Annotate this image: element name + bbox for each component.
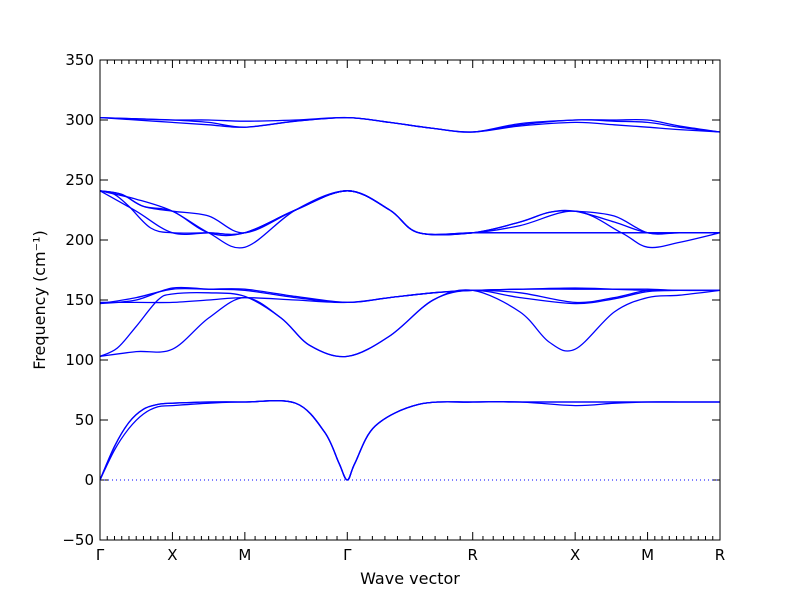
band-line-5 xyxy=(99,289,721,358)
y-tick-label: −50 xyxy=(62,531,94,549)
x-axis-label: Wave vector xyxy=(360,569,460,588)
x-tick-label: M xyxy=(238,546,251,564)
x-tick-label: Γ xyxy=(96,546,105,564)
x-tick-label: Γ xyxy=(343,546,352,564)
y-tick-label: 350 xyxy=(65,51,94,69)
band-line-8 xyxy=(99,287,721,305)
y-tick-label: 50 xyxy=(75,411,94,429)
x-tick-label: R xyxy=(468,546,478,564)
x-tick-label: M xyxy=(641,546,654,564)
x-tick-label: X xyxy=(167,546,177,564)
band-line-3 xyxy=(99,400,720,481)
band-line-1 xyxy=(99,399,720,481)
y-tick-label: 100 xyxy=(65,351,94,369)
x-tick-label: R xyxy=(715,546,725,564)
y-tick-label: 200 xyxy=(65,231,94,249)
y-tick-label: 150 xyxy=(65,291,94,309)
y-tick-label: 0 xyxy=(84,471,94,489)
y-axis-label: Frequency (cm⁻¹) xyxy=(30,230,49,369)
band-line-16 xyxy=(99,116,721,133)
x-tick-label: X xyxy=(570,546,580,564)
band-line-13 xyxy=(99,190,721,249)
band-line-2 xyxy=(99,400,720,481)
band-line-4 xyxy=(99,289,721,358)
y-tick-label: 300 xyxy=(65,111,94,129)
y-tick-label: 250 xyxy=(65,171,94,189)
plot-frame xyxy=(99,59,721,541)
